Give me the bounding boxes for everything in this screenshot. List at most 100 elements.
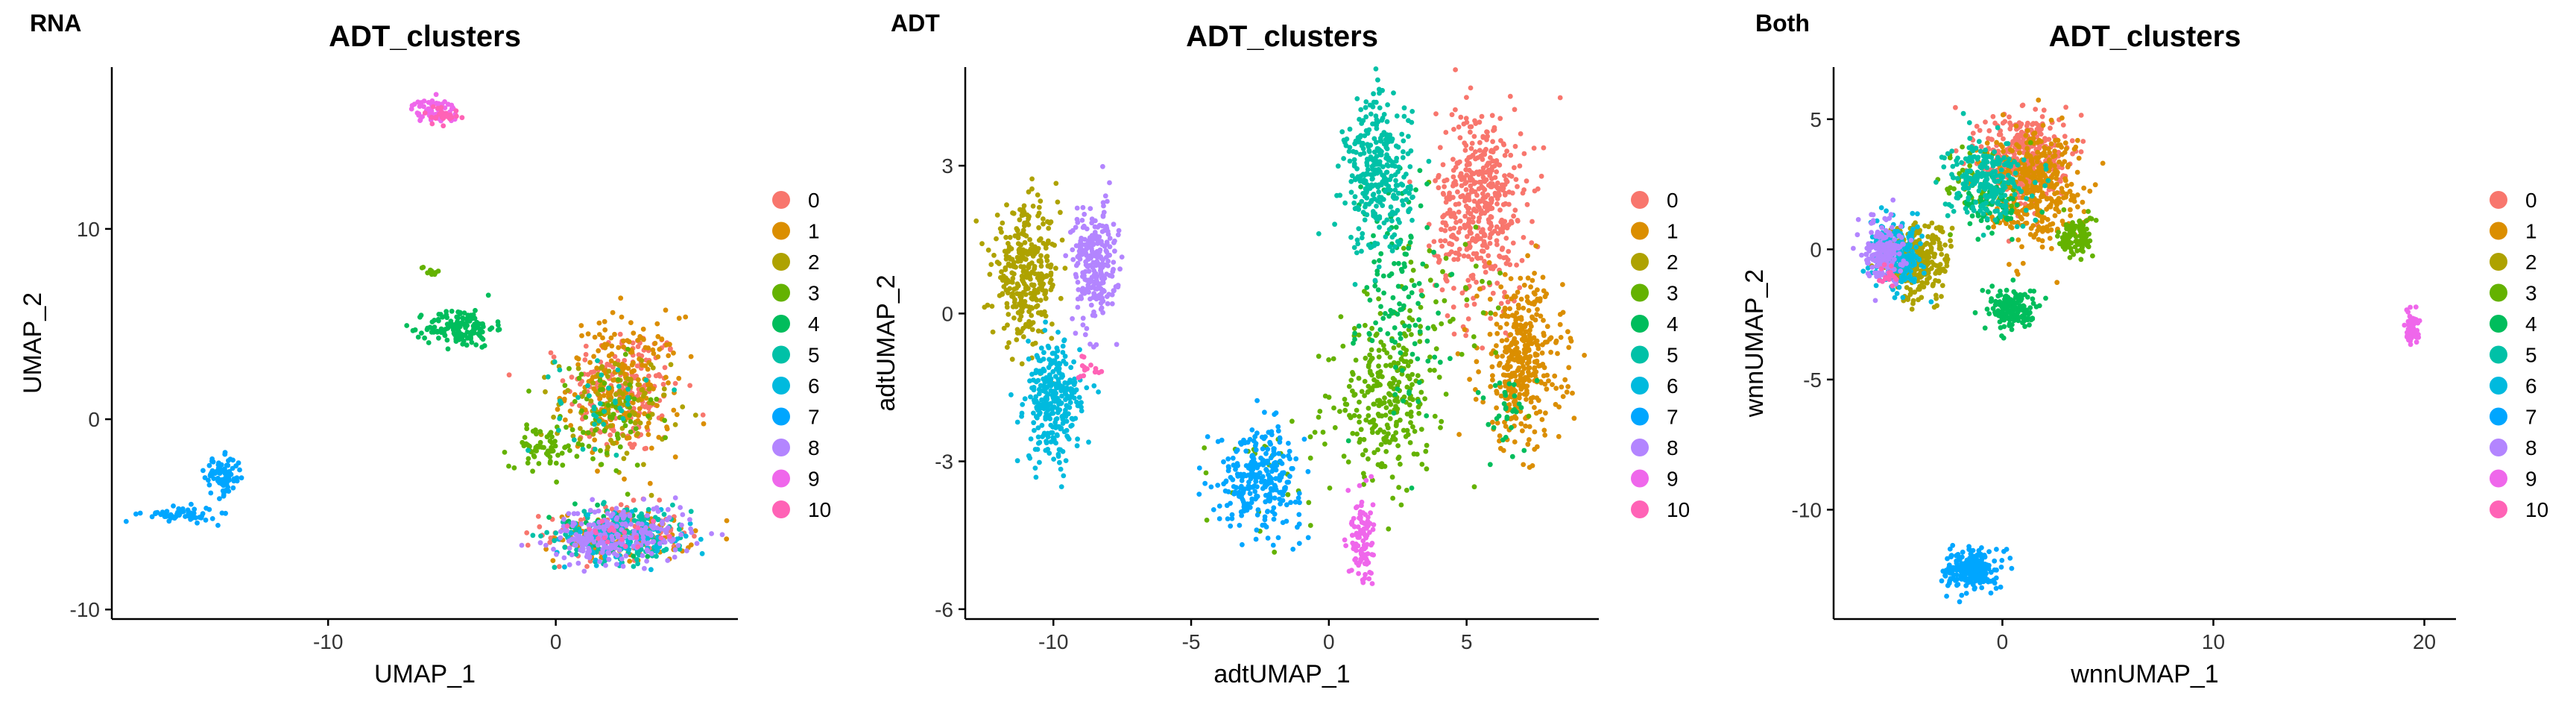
point-cluster-2 (635, 398, 641, 403)
point-cluster-3 (1383, 405, 1389, 410)
point-cluster-0 (1521, 235, 1527, 240)
point-cluster-0 (1483, 146, 1489, 152)
point-cluster-0 (1438, 238, 1444, 244)
point-cluster-2 (646, 386, 652, 392)
point-cluster-8 (543, 542, 549, 548)
point-cluster-0 (1473, 156, 1478, 162)
point-cluster-0 (622, 357, 628, 363)
point-cluster-5 (672, 387, 677, 393)
point-cluster-7 (1272, 495, 1278, 501)
point-cluster-0 (1463, 186, 1469, 192)
point-cluster-1 (1501, 365, 1507, 371)
point-cluster-0 (1466, 223, 1471, 229)
point-cluster-0 (1453, 219, 1459, 225)
point-cluster-1 (1467, 377, 1472, 382)
point-cluster-2 (1047, 280, 1053, 286)
point-cluster-1 (563, 417, 568, 423)
point-cluster-3 (604, 450, 610, 456)
point-cluster-8 (1076, 287, 1082, 292)
point-cluster-0 (1426, 243, 1432, 249)
point-cluster-0 (1463, 333, 1468, 339)
point-cluster-5 (601, 421, 607, 427)
point-cluster-3 (1364, 291, 1370, 297)
point-cluster-0 (1468, 230, 1473, 236)
point-cluster-7 (1262, 517, 1268, 523)
point-cluster-7 (1215, 483, 1221, 488)
point-cluster-1 (1570, 390, 1575, 396)
point-cluster-0 (1471, 215, 1476, 220)
point-cluster-1 (610, 310, 616, 315)
point-cluster-0 (1480, 195, 1486, 201)
point-cluster-8 (666, 515, 672, 521)
point-cluster-4 (461, 310, 467, 315)
point-cluster-4 (1424, 413, 1430, 418)
point-cluster-1 (1514, 345, 1520, 351)
point-cluster-2 (1005, 277, 1011, 283)
point-cluster-0 (1515, 183, 1520, 189)
point-cluster-7 (215, 523, 221, 528)
point-cluster-1 (1516, 350, 1521, 356)
point-cluster-0 (1479, 169, 1485, 175)
point-cluster-2 (1023, 292, 1029, 298)
point-cluster-3 (569, 427, 575, 433)
point-cluster-0 (1491, 163, 1497, 169)
point-cluster-3 (536, 444, 542, 450)
point-cluster-7 (1270, 542, 1276, 548)
point-cluster-8 (1088, 302, 1094, 308)
point-cluster-10 (459, 115, 465, 121)
point-cluster-3 (1424, 466, 1430, 472)
point-cluster-8 (1091, 291, 1096, 296)
point-cluster-8 (600, 539, 605, 545)
point-cluster-4 (1377, 258, 1382, 263)
point-cluster-2 (1014, 285, 1020, 291)
point-cluster-5 (544, 530, 549, 536)
point-cluster-2 (1036, 224, 1041, 230)
legend-key-8 (1631, 439, 1649, 456)
point-cluster-8 (675, 543, 681, 548)
point-cluster-4 (1412, 341, 1418, 347)
point-cluster-5 (1406, 209, 1411, 215)
point-cluster-1 (626, 435, 632, 441)
point-cluster-3 (628, 418, 634, 424)
point-cluster-4 (1386, 273, 1392, 278)
point-cluster-2 (1020, 334, 1026, 339)
point-cluster-7 (233, 463, 239, 469)
point-cluster-7 (234, 475, 240, 481)
point-cluster-1 (616, 345, 622, 351)
point-cluster-5 (606, 385, 611, 391)
point-cluster-2 (1020, 325, 1026, 331)
point-cluster-3 (617, 444, 623, 450)
point-cluster-0 (1500, 245, 1506, 251)
point-cluster-7 (1234, 490, 1240, 496)
point-cluster-10 (1092, 369, 1098, 375)
point-cluster-2 (1011, 271, 1017, 277)
point-cluster-1 (667, 342, 672, 348)
point-cluster-3 (1393, 403, 1398, 409)
point-cluster-7 (1260, 474, 1266, 480)
point-cluster-1 (555, 406, 561, 412)
point-cluster-5 (592, 446, 598, 452)
point-cluster-3 (1366, 383, 1371, 389)
point-cluster-3 (531, 453, 537, 459)
point-cluster-6 (1034, 379, 1039, 385)
point-cluster-1 (575, 362, 581, 368)
point-cluster-6 (1091, 383, 1097, 389)
point-cluster-3 (1356, 375, 1362, 381)
point-cluster-5 (1426, 158, 1432, 164)
point-cluster-3 (554, 479, 559, 485)
point-cluster-0 (1466, 195, 1471, 200)
point-cluster-8 (1073, 224, 1079, 230)
point-cluster-6 (1019, 410, 1025, 416)
point-cluster-6 (1074, 399, 1079, 405)
point-cluster-9 (426, 106, 432, 112)
point-cluster-1 (1516, 379, 1522, 385)
point-cluster-3 (1368, 370, 1373, 376)
point-cluster-2 (994, 260, 1000, 265)
point-cluster-1 (1497, 360, 1503, 366)
point-cluster-3 (1418, 324, 1423, 330)
point-cluster-3 (1408, 359, 1414, 365)
point-cluster-3 (1341, 453, 1347, 459)
point-cluster-0 (584, 564, 590, 569)
point-cluster-8 (569, 552, 575, 558)
legend-key-0 (772, 191, 790, 209)
